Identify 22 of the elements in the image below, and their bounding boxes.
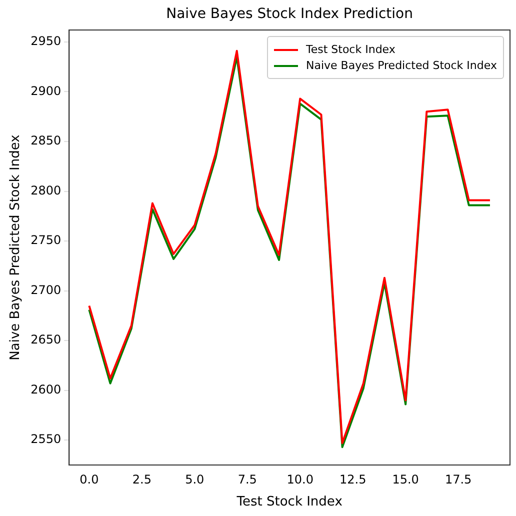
x-tick-label: 7.5 [238,472,257,486]
x-tick-label: 2.5 [132,472,152,486]
chart-title: Naive Bayes Stock Index Prediction [165,6,414,22]
x-tick-label: 0.0 [80,472,99,486]
y-tick-label: 2900 [30,84,62,98]
y-tick-label: 2950 [30,34,62,48]
y-tick-label: 2850 [30,134,62,148]
y-tick-label: 2550 [30,432,62,446]
legend-label: Naive Bayes Predicted Stock Index [306,59,497,72]
y-axis-title: Naive Bayes Predicted Stock Index [8,134,24,360]
y-tick-label: 2800 [30,183,62,198]
x-tick-label: 17.5 [444,472,472,486]
x-axis-title: Test Stock Index [236,494,343,510]
x-tick-label: 12.5 [339,472,366,486]
x-tick-label: 10.0 [286,472,314,486]
legend-label: Test Stock Index [306,43,396,56]
x-tick-label: 5.0 [185,472,204,486]
y-tick-label: 2600 [30,382,62,396]
y-tick-label: 2650 [30,332,62,347]
x-tick-label: 15.0 [392,472,419,486]
y-tick-label: 2700 [30,282,62,297]
y-tick-label: 2750 [30,233,62,248]
